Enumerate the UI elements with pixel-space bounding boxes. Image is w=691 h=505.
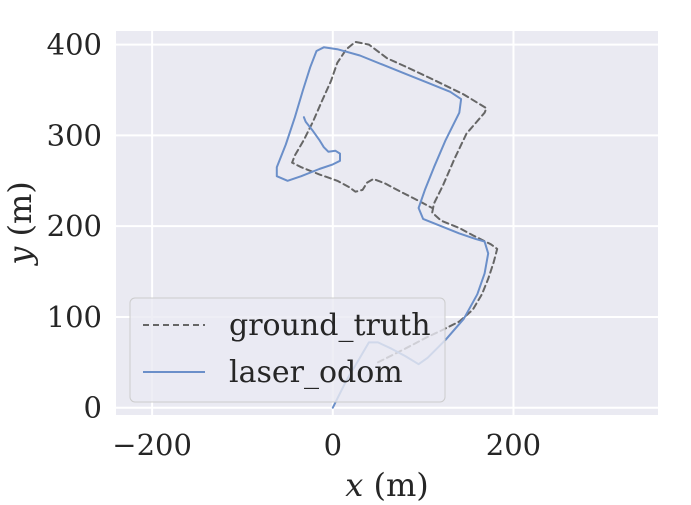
x-tick-label: 0 <box>324 428 342 462</box>
legend: ground_truth laser_odom <box>129 297 446 403</box>
x-axis-label: x (m) <box>345 466 429 504</box>
legend-label-ground-truth: ground_truth <box>229 308 431 343</box>
series-line-ground-truth <box>291 40 499 364</box>
x-tick-label: −200 <box>112 428 192 462</box>
tick-labels: −200 0 200 0 100 200 300 400 <box>47 28 542 462</box>
legend-label-laser-odom: laser_odom <box>229 355 403 390</box>
legend-box <box>129 297 446 403</box>
y-tick-label: 400 <box>47 28 102 62</box>
grid <box>116 31 658 415</box>
y-axis-label: y (m) <box>1 181 39 267</box>
y-tick-label: 300 <box>47 118 102 152</box>
y-tick-label: 200 <box>47 209 102 243</box>
y-tick-label: 100 <box>47 300 102 334</box>
x-tick-label: 200 <box>486 428 541 462</box>
y-tick-label: 0 <box>84 391 102 425</box>
